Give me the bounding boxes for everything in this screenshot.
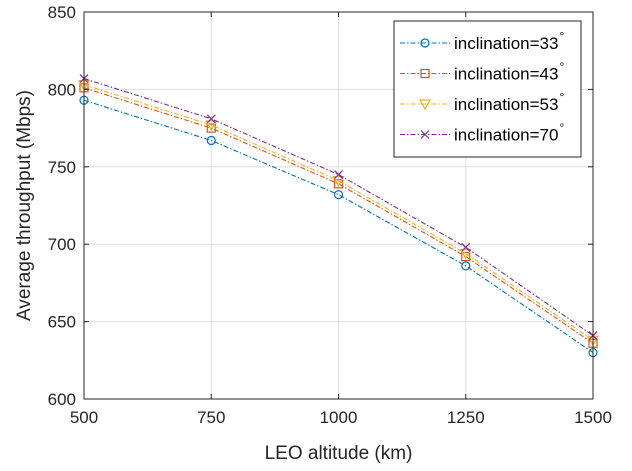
x-tick-label: 500 [70,408,98,427]
legend-label: inclination=43 [454,65,558,84]
x-tick-label: 1000 [320,408,358,427]
x-tick-label: 750 [197,408,225,427]
legend-degree-symbol: ° [559,90,564,104]
y-axis-label: Average throughput (Mbps) [14,90,35,321]
data-point [333,179,344,189]
legend-degree-symbol: ° [559,60,564,74]
data-point [205,120,218,132]
legend-marker [420,130,430,139]
y-tick-label: 700 [48,235,76,254]
data-point [206,114,216,124]
tick-labels: 500 750 1000 1250 1500 600 650 700 750 800 850 [48,3,612,427]
x-tick-label: 1250 [447,408,485,427]
x-tick-label: 1500 [574,408,612,427]
legend-degree-symbol: ° [559,29,564,43]
legend-item: inclination=33 ° [400,29,564,53]
y-tick-label: 650 [48,313,76,332]
series-line [83,84,594,341]
legend-marker [420,68,430,79]
series-line [83,78,594,336]
legend: inclination=33 °inclination=43 °inclinatio… [393,20,582,158]
data-point [206,135,216,146]
data-point [206,123,216,133]
legend-marker [420,38,430,48]
x-axis-label: LEO altitude (km) [265,443,413,464]
series-line [83,99,594,354]
legend-item: inclination=70 ° [400,121,564,145]
data-point [334,170,343,179]
data-point [333,190,344,200]
data-point [459,248,472,260]
legend-item: inclination=53 ° [400,90,564,114]
y-tick-label: 750 [48,158,76,177]
legend-marker [418,99,432,111]
legend-label: inclination=53 [454,95,558,114]
data-point [332,176,345,187]
y-tick-label: 600 [48,390,76,409]
legend-label: inclination=33 [454,34,558,53]
y-tick-label: 850 [48,3,76,22]
legend-label: inclination=70 [454,126,558,145]
data-point [461,242,471,252]
legend-degree-symbol: ° [559,121,564,135]
series-line [83,87,594,344]
legend-item: inclination=43 ° [400,60,564,84]
y-tick-label: 800 [48,80,76,99]
data-point [461,261,471,271]
